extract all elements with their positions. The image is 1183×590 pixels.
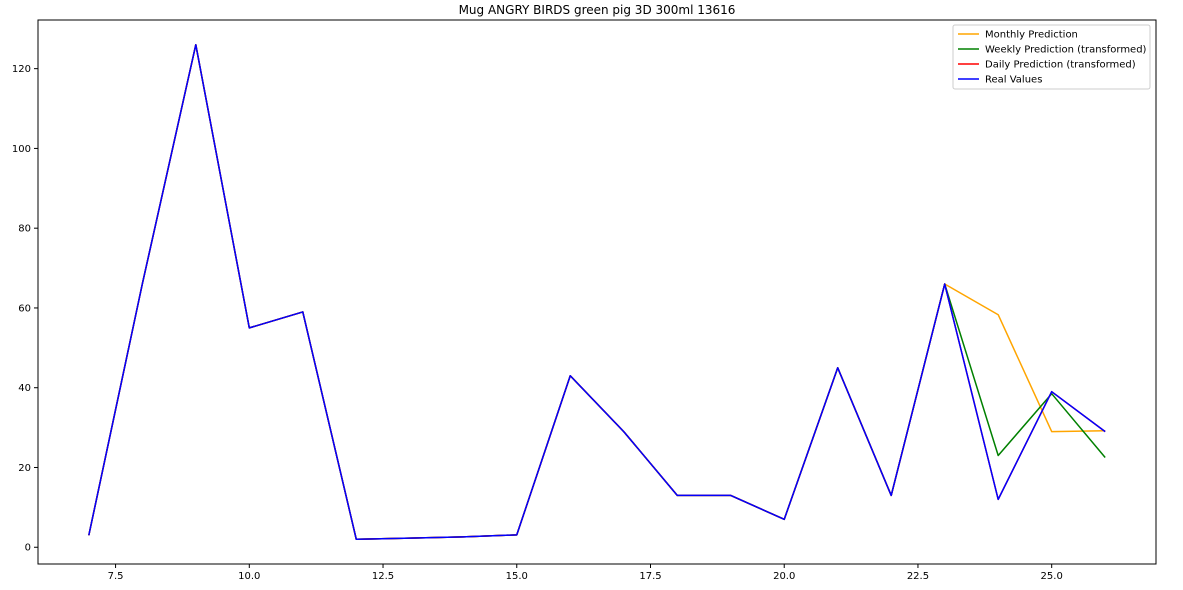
y-tick-label: 80 — [18, 224, 31, 235]
y-tick-label: 100 — [12, 144, 31, 155]
legend-label: Real Values — [985, 75, 1042, 86]
plot-frame — [37, 19, 1157, 565]
y-tick-label: 40 — [18, 383, 31, 394]
x-axis: 7.5 10.0 12.5 15.0 17.5 20.0 22.5 25.0 — [108, 564, 1063, 582]
legend-box — [952, 24, 1151, 90]
legend-label: Daily Prediction (transformed) — [985, 60, 1136, 71]
y-tick-label: 120 — [12, 64, 31, 75]
x-tick-label: 17.5 — [639, 571, 661, 582]
y-tick-label: 60 — [18, 303, 31, 314]
legend: Monthly Prediction Weekly Prediction (tra… — [952, 24, 1151, 90]
legend-label: Weekly Prediction (transformed) — [985, 45, 1147, 56]
y-axis: 0 20 40 60 80 100 120 — [12, 64, 38, 554]
x-tick-label: 20.0 — [773, 571, 795, 582]
y-tick-label: 20 — [18, 463, 31, 474]
x-tick-label: 12.5 — [372, 571, 394, 582]
x-tick-label: 25.0 — [1041, 571, 1063, 582]
x-tick-label: 10.0 — [238, 571, 260, 582]
series-line-3 — [88, 43, 1106, 541]
legend-label: Monthly Prediction — [985, 30, 1078, 41]
plot-lines — [88, 43, 1106, 541]
x-tick-label: 7.5 — [108, 571, 124, 582]
x-tick-label: 15.0 — [506, 571, 528, 582]
x-tick-label: 22.5 — [907, 571, 929, 582]
y-tick-label: 0 — [25, 543, 31, 554]
chart-title: Mug ANGRY BIRDS green pig 3D 300ml 13616 — [459, 3, 736, 17]
